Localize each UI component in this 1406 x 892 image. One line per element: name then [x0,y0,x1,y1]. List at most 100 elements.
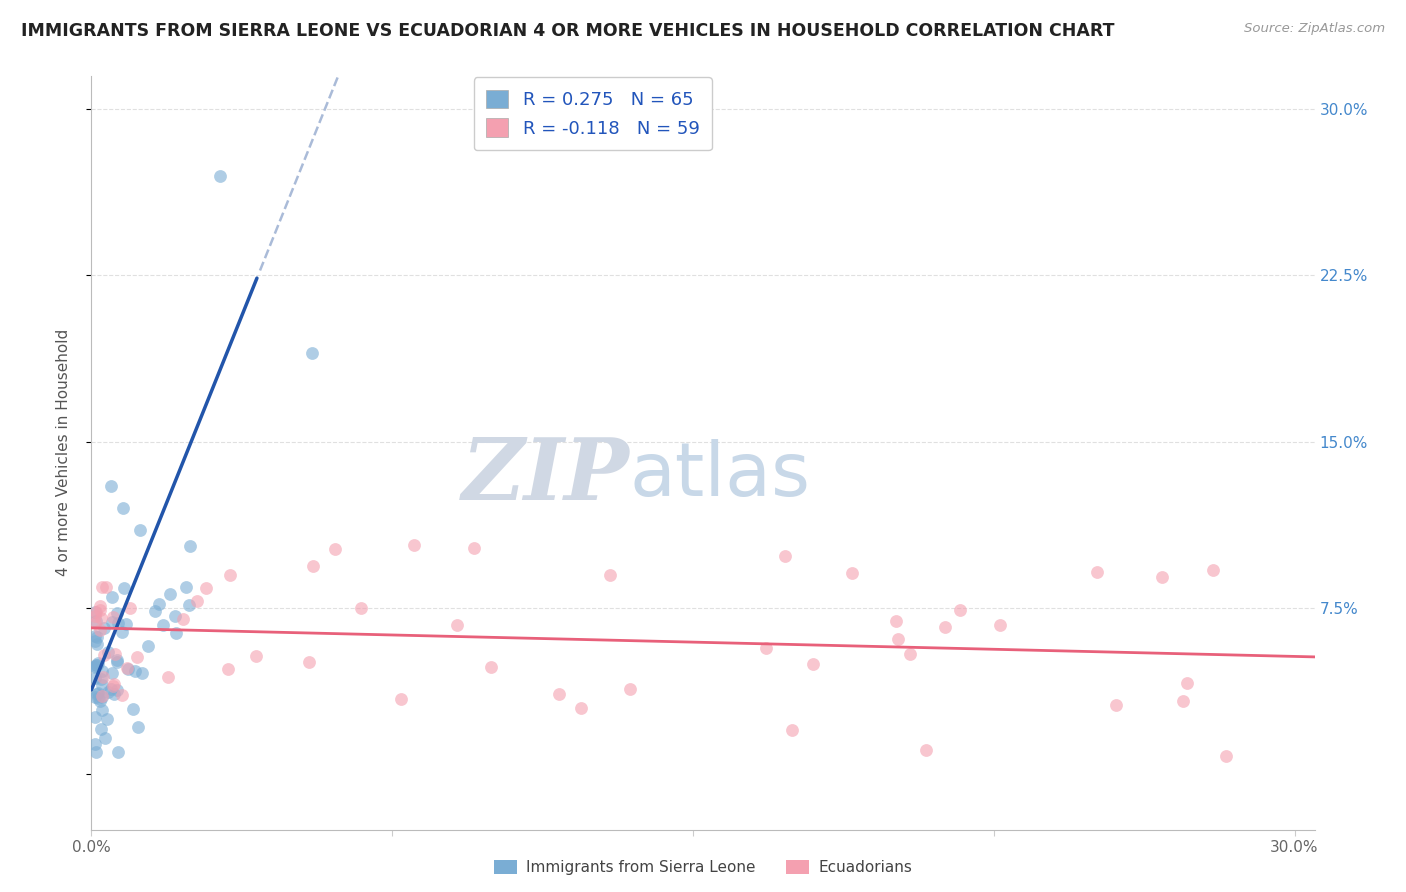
Point [90,722,112,736]
Point [84,605,107,619]
Point [801,657,824,672]
Point [86,630,108,644]
Point [479,660,502,674]
Point [84,660,107,674]
Point [1175,676,1198,690]
Point [179,599,201,613]
Point [96,712,118,726]
Point [86,637,108,651]
Point [105,682,128,697]
Point [298,656,321,670]
Point [463,541,485,555]
Point [84,745,107,759]
Point [86,687,108,701]
Point [115,616,138,631]
Point [988,618,1011,632]
Point [1173,694,1195,708]
Point [208,169,231,183]
Point [389,692,412,706]
Point [599,567,621,582]
Point [90,689,112,703]
Point [1105,698,1128,713]
Point [105,655,128,669]
Point [148,597,170,611]
Point [90,611,112,625]
Point [84,629,107,643]
Point [112,581,135,595]
Point [117,662,139,676]
Point [159,587,181,601]
Point [94,580,117,594]
Point [174,580,197,594]
Point [301,558,323,573]
Text: IMMIGRANTS FROM SIERRA LEONE VS ECUADORIAN 4 OR MORE VEHICLES IN HOUSEHOLD CORRE: IMMIGRANTS FROM SIERRA LEONE VS ECUADORI… [21,22,1115,40]
Point [84,615,107,630]
Point [569,701,592,715]
Point [84,737,107,751]
Point [89,599,111,613]
Point [84,614,107,628]
Point [773,549,796,563]
Point [127,721,149,735]
Point [90,678,112,692]
Point [124,664,146,678]
Point [101,665,124,680]
Point [886,632,908,646]
Point [84,633,107,648]
Point [122,701,145,715]
Point [186,594,208,608]
Point [103,677,125,691]
Point [84,658,107,673]
Point [90,672,112,686]
Point [90,690,112,704]
Point [89,623,111,637]
Point [103,679,125,693]
Point [89,603,111,617]
Point [619,681,641,696]
Point [886,614,908,628]
Point [301,346,323,360]
Point [107,615,129,630]
Point [89,693,111,707]
Point [91,670,114,684]
Point [179,539,201,553]
Point [136,640,159,654]
Point [157,670,180,684]
Point [86,605,108,619]
Point [97,685,120,699]
Point [97,645,120,659]
Point [104,647,127,661]
Point [548,687,571,701]
Point [120,601,142,615]
Point [86,658,108,673]
Point [446,617,468,632]
Point [84,608,107,623]
Point [84,671,107,685]
Point [915,743,938,757]
Text: ZIP: ZIP [461,434,630,517]
Point [87,685,110,699]
Point [172,612,194,626]
Point [349,601,371,615]
Point [755,641,778,656]
Point [128,523,150,537]
Legend: Immigrants from Sierra Leone, Ecuadorians: Immigrants from Sierra Leone, Ecuadorian… [488,854,918,881]
Text: Source: ZipAtlas.com: Source: ZipAtlas.com [1244,22,1385,36]
Point [93,648,115,663]
Point [949,602,972,616]
Point [841,566,863,580]
Point [1215,749,1237,764]
Point [101,610,124,624]
Point [323,541,346,556]
Point [127,649,149,664]
Y-axis label: 4 or more Vehicles in Household: 4 or more Vehicles in Household [56,329,70,576]
Point [898,647,921,661]
Point [103,688,125,702]
Point [100,681,122,696]
Point [93,621,115,635]
Point [131,665,153,680]
Text: atlas: atlas [630,439,811,512]
Point [110,689,132,703]
Point [90,664,112,678]
Point [100,479,122,493]
